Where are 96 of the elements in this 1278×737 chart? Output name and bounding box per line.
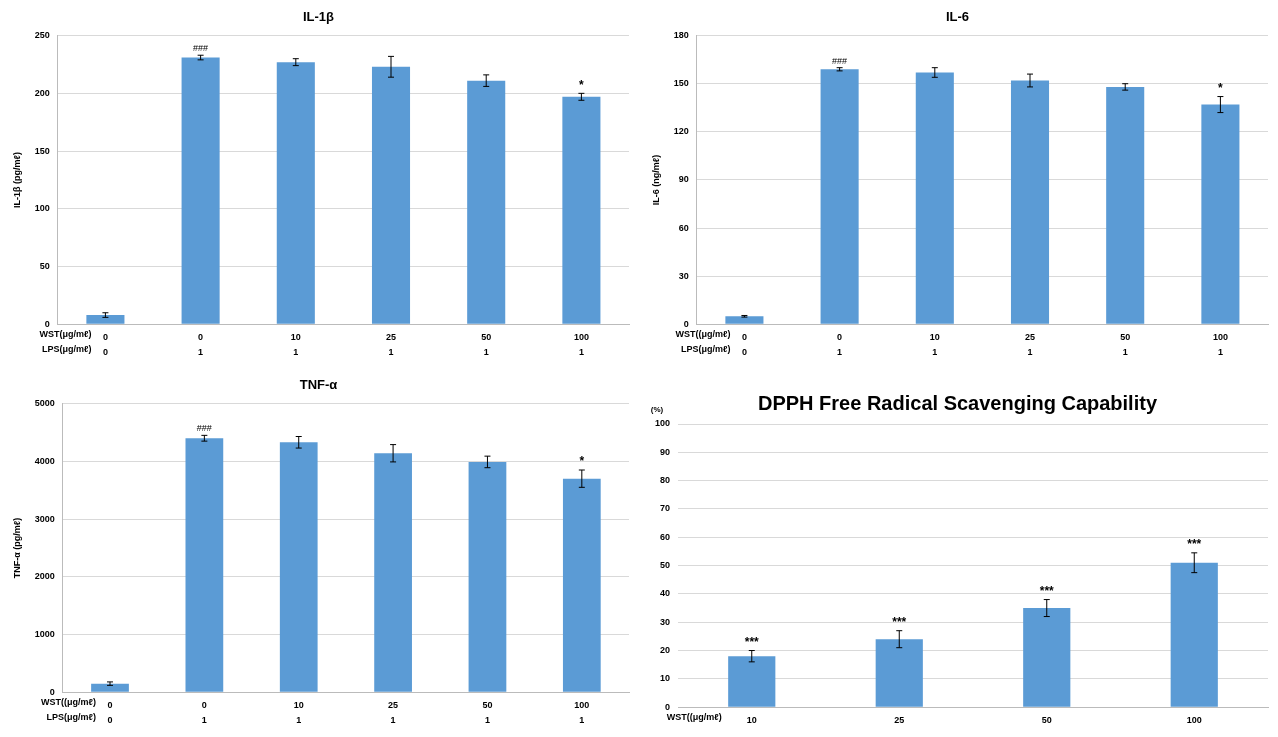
annotation: *** <box>1187 537 1202 552</box>
bar <box>1010 80 1050 324</box>
y-tick-label: 100 <box>34 203 50 214</box>
annotation: ### <box>196 423 212 434</box>
bar <box>562 478 601 692</box>
chart-title: IL-6 <box>945 9 970 25</box>
x-tick-label: 0 0 <box>107 700 113 726</box>
bar <box>1106 86 1145 324</box>
annotation: * <box>579 77 585 92</box>
bar <box>181 57 220 324</box>
y-axis-title: IL-6 (ng/mℓ) <box>650 154 661 206</box>
y-tick-label: 3000 <box>34 513 55 524</box>
y-tick-label: 150 <box>673 78 689 89</box>
annotation: * <box>1218 80 1224 95</box>
y-tick-label: 100 <box>654 418 671 429</box>
annotation: ### <box>193 43 209 54</box>
annotation: ### <box>832 55 848 66</box>
bar <box>725 316 764 324</box>
bar <box>276 62 315 324</box>
y-axis-title: TNF-α (pg/mℓ) <box>11 517 22 579</box>
x-tick-label: 50 1 <box>482 700 493 726</box>
x-tick-label: 0 0 <box>741 332 747 358</box>
y-tick-label: 60 <box>678 222 689 233</box>
y-tick-label: 90 <box>660 446 671 457</box>
x-axis-title: WST(μg/mℓ) LPS(μg/mℓ) <box>39 329 92 355</box>
x-tick-label: 100 1 <box>573 332 589 358</box>
x-tick-label: 50 <box>1041 715 1052 726</box>
y-tick-label: 2000 <box>34 571 55 582</box>
x-tick-label: 50 1 <box>481 332 492 358</box>
bar <box>279 442 318 692</box>
y-axis-title: (%) <box>650 405 664 415</box>
x-tick-label: 25 1 <box>388 700 399 726</box>
x-tick-label: 0 1 <box>201 700 207 726</box>
y-tick-label: 30 <box>678 270 689 281</box>
bar <box>371 66 411 324</box>
bar <box>1023 608 1071 707</box>
y-tick-label: 60 <box>660 531 671 542</box>
x-axis-title: WST((μg/mℓ) LPS(μg/mℓ) <box>675 329 731 355</box>
x-tick-label: 10 <box>746 715 757 726</box>
x-tick-label: 100 1 <box>1212 332 1228 358</box>
y-tick-label: 80 <box>660 475 671 486</box>
bar <box>820 69 859 324</box>
chart-title: DPPH Free Radical Scavenging Capability <box>757 391 1158 414</box>
y-tick-label: 150 <box>34 145 50 156</box>
annotation: * <box>579 454 585 469</box>
bar <box>562 96 601 324</box>
x-tick-label: 25 <box>894 715 905 726</box>
x-axis-title: WST((μg/mℓ) LPS(μg/mℓ) <box>41 697 96 723</box>
bar <box>185 438 224 692</box>
y-tick-label: 50 <box>660 560 671 571</box>
y-tick-label: 40 <box>660 588 671 599</box>
x-tick-label: 100 <box>1186 715 1202 726</box>
y-tick-label: 20 <box>660 645 671 655</box>
bar <box>91 683 129 692</box>
x-tick-label: 10 1 <box>929 332 940 358</box>
x-tick-label: 100 1 <box>574 700 590 726</box>
y-tick-label: 250 <box>34 30 50 41</box>
x-tick-label: 0 1 <box>198 332 204 358</box>
x-tick-label: 0 0 <box>102 332 108 358</box>
annotation: *** <box>744 634 760 649</box>
bar <box>468 461 507 692</box>
bar <box>875 639 923 707</box>
y-tick-label: 50 <box>39 261 50 272</box>
annotation: *** <box>1039 583 1055 598</box>
chart-title: TNF-α <box>299 377 338 393</box>
y-tick-label: 90 <box>678 174 689 185</box>
bar <box>374 453 412 692</box>
y-tick-label: 0 <box>49 686 55 697</box>
x-tick-label: 10 1 <box>290 332 301 358</box>
y-tick-label: 1000 <box>34 629 55 640</box>
bar <box>915 72 954 324</box>
x-tick-label: 50 1 <box>1120 332 1131 358</box>
y-tick-label: 10 <box>660 673 671 684</box>
y-tick-label: 180 <box>673 30 689 41</box>
y-tick-label: 200 <box>34 87 50 98</box>
chart-title: IL-1β <box>302 9 335 25</box>
bar <box>467 80 506 324</box>
y-tick-label: 120 <box>673 126 689 137</box>
x-tick-label: 0 1 <box>837 332 843 358</box>
y-axis-title: IL-1β (pg/mℓ) <box>11 152 22 208</box>
x-tick-label: 10 1 <box>293 700 304 726</box>
bar <box>1201 104 1240 324</box>
y-tick-label: 5000 <box>34 398 55 409</box>
y-tick-label: 70 <box>660 503 671 514</box>
y-tick-label: 0 <box>683 318 689 329</box>
x-axis-title: WST((μg/mℓ) <box>666 712 722 723</box>
annotation: *** <box>892 615 907 630</box>
bar <box>86 315 125 324</box>
y-tick-label: 4000 <box>34 455 55 466</box>
x-tick-label: 25 1 <box>1025 332 1036 358</box>
y-tick-label: 30 <box>660 616 671 627</box>
bar <box>728 656 776 707</box>
bar <box>1170 562 1218 707</box>
y-tick-label: 0 <box>44 318 50 329</box>
y-tick-label: 0 <box>665 701 671 712</box>
x-tick-label: 25 1 <box>386 332 397 358</box>
